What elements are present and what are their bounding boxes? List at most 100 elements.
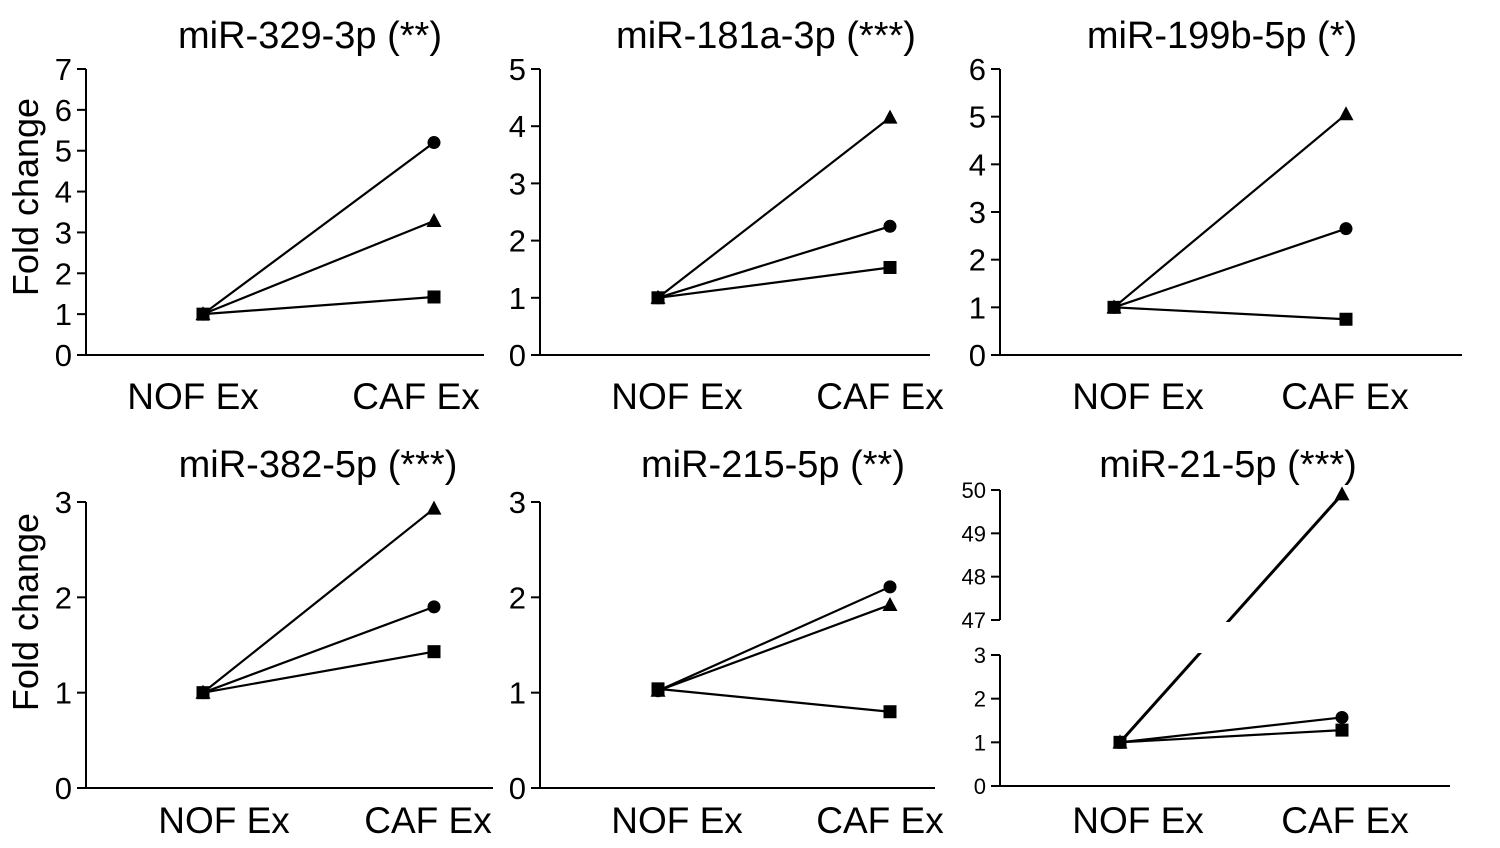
panel-title: miR-382-5p (***) [179,444,458,486]
x-tick-label-caf-ex: CAF Ex [816,376,944,417]
y-tick-label: 2 [509,580,526,615]
y-tick-label: 3 [509,166,526,201]
panel-mir-181a-3p: miR-181a-3p (***) 0 1 2 3 4 5 NOF Ex CAF Ex [509,15,944,417]
data-point-circle [1335,710,1349,724]
data-point-square [1107,300,1121,314]
series-line [202,650,435,694]
data-point-square [1113,735,1127,749]
data-point-square [196,686,210,700]
data-point-triangle [1334,486,1350,501]
panel-mir-329-3p: miR-329-3p (**) Fold change 0 1 2 3 4 5 6 7 NOF… [5,15,484,417]
y-tick-label: 50 [962,478,986,503]
series-line [1113,113,1347,309]
y-tick-label: 0 [974,774,986,799]
y-tick-label: 3 [509,485,526,520]
x-tick-label-caf-ex: CAF Ex [1281,800,1409,841]
data-point-triangle [426,500,442,515]
data-point-square [1339,312,1353,326]
panel-mir-215-5p: miR-215-5p (**) 0 1 2 3 NOF Ex CAF Ex [509,444,944,841]
panel-mir-199b-5p: miR-199b-5p (*) 0 1 2 3 4 5 6 NOF Ex CAF Ex [969,15,1462,417]
x-tick-label-nof-ex: NOF Ex [158,800,290,841]
x-tick-label-caf-ex: CAF Ex [364,800,492,841]
y-tick-label: 4 [55,175,72,210]
data-point-triangle [882,109,898,124]
x-tick-label-nof-ex: NOF Ex [127,376,259,417]
series-line [1113,227,1347,309]
data-point-square [651,682,665,696]
y-tick-label: 2 [509,224,526,259]
data-point-circle [1339,222,1353,236]
series-line [202,507,435,694]
x-tick-label-nof-ex: NOF Ex [1072,376,1204,417]
series-line [657,225,891,299]
y-tick-label: 7 [55,52,72,87]
y-tick-label: 4 [969,147,986,182]
data-point-circle [883,219,897,233]
panel-title: miR-21-5p (***) [1099,444,1357,486]
y-tick-label: 4 [509,109,526,144]
x-tick-label-nof-ex: NOF Ex [1072,800,1204,841]
y-tick-label: 6 [969,52,986,87]
y-tick-label: 3 [55,485,72,520]
panel-title: miR-215-5p (**) [641,444,905,486]
data-point-circle [427,600,441,614]
y-tick-label: 1 [55,297,72,332]
data-point-square [196,307,210,321]
chart-layer: 0 1 2 3 4 5 [509,52,930,373]
y-tick-label: 3 [55,215,72,250]
y-tick-label: 48 [962,565,986,590]
y-tick-label: 0 [55,771,72,806]
panel-title: miR-199b-5p (*) [1087,15,1357,57]
data-point-circle [427,136,441,150]
x-tick-label-nof-ex: NOF Ex [611,376,743,417]
y-tick-label: 3 [969,195,986,230]
y-tick-label: 2 [55,256,72,291]
y-tick-label: 6 [55,93,72,128]
chart-layer: 0 1 2 3 4 5 6 [969,52,1462,373]
data-point-triangle [426,212,442,227]
data-point-square [883,260,897,274]
x-tick-label-nof-ex: NOF Ex [611,800,743,841]
chart-layer: 0 1 2 3 [55,485,493,806]
y-tick-label: 1 [509,676,526,711]
chart-layer: 0 1 2 3 47 48 49 50 [962,478,1454,799]
data-point-square [1335,723,1349,737]
y-tick-label: 5 [969,100,986,135]
y-tick-label: 5 [509,52,526,87]
series-line [657,585,891,692]
y-tick-label: 2 [55,580,72,615]
y-tick-label: 0 [969,338,986,373]
data-point-circle [883,580,897,594]
y-axis-label: Fold change [5,513,46,711]
y-tick-label: 3 [974,643,986,668]
series-line [657,266,891,299]
panel-mir-21-5p: miR-21-5p (***) 0 1 2 3 47 48 49 50 NOF Ex CAF … [962,444,1454,841]
data-point-triangle [882,596,898,611]
x-tick-label-caf-ex: CAF Ex [816,800,944,841]
series-line [1119,729,1343,744]
panel-title: miR-329-3p (**) [178,15,442,57]
x-tick-label-caf-ex: CAF Ex [1281,376,1409,417]
y-tick-label: 0 [509,771,526,806]
panel-title: miR-181a-3p (***) [616,15,916,57]
data-point-square [651,291,665,305]
data-point-triangle [1338,106,1354,121]
series-line [657,603,891,692]
series-line [657,116,891,299]
panel-mir-382-5p: miR-382-5p (***) Fold change 0 1 2 3 NOF Ex… [5,444,493,841]
series-line [657,687,891,713]
series-line [202,141,435,316]
chart-layer: 0 1 2 3 [509,485,935,806]
data-point-square [427,290,441,304]
data-point-square [883,705,897,719]
y-tick-label: 1 [969,290,986,325]
series-line [202,295,435,316]
y-axis-label: Fold change [5,98,46,296]
axis-break-gap [1004,622,1454,653]
series-line [202,605,435,694]
y-tick-label: 0 [55,338,72,373]
y-tick-label: 47 [962,608,986,633]
y-tick-label: 0 [509,338,526,373]
series-line [1118,493,1344,744]
